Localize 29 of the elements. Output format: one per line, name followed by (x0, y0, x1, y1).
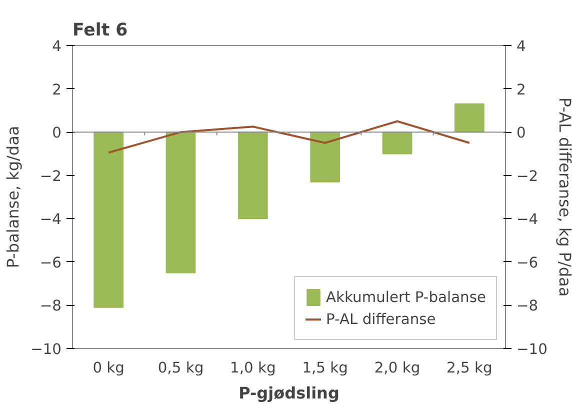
x-tick-label: 0,5 kg (158, 360, 204, 376)
y-tick-label: −2 (40, 168, 62, 185)
x-tick-label: 2,0 kg (374, 360, 420, 376)
y-tick-label: −8 (40, 298, 62, 315)
y2-tick-label: 4 (516, 38, 526, 55)
y2-tick-label: 2 (516, 81, 526, 98)
chart-title: Felt 6 (72, 20, 128, 40)
y-tick-label: −10 (30, 341, 62, 358)
y2-tick-label: −8 (516, 298, 538, 315)
y-tick-label: 4 (52, 38, 62, 55)
y2-tick-label: 0 (516, 124, 526, 142)
x-tick-label: 0 kg (92, 360, 124, 376)
y-tick-label: 0 (52, 124, 62, 142)
y-tick-label: −6 (40, 254, 62, 272)
y2-tick-label: −2 (516, 168, 538, 185)
y2-tick-label: −4 (516, 211, 538, 228)
y2-tick-label: −6 (516, 254, 538, 272)
x-axis-title: P-gjødsling (238, 384, 340, 402)
x-tick-label: 1,5 kg (302, 360, 348, 376)
y2-axis-title: P-AL differanse, kg P/daa (555, 97, 574, 297)
y2-tick-label: −10 (516, 341, 548, 358)
y-tick-label: −4 (40, 211, 62, 228)
legend-label: Akkumulert P-balanse (326, 288, 486, 306)
legend-label: P-AL differanse (326, 310, 436, 328)
x-tick-label: 1,0 kg (230, 360, 276, 376)
x-tick-label: 2,5 kg (446, 360, 492, 376)
y-tick-label: 2 (52, 81, 62, 98)
line-series (108, 120, 470, 154)
y-axis-title: P-balanse, kg/daa (4, 126, 23, 268)
